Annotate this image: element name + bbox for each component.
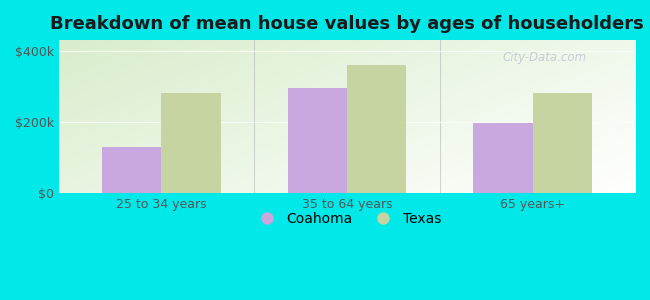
Bar [347,65,406,193]
Title: Breakdown of mean house values by ages of householders: Breakdown of mean house values by ages o… [50,15,644,33]
Bar [287,88,347,193]
Text: City-Data.com: City-Data.com [502,51,587,64]
Legend: Coahoma, Texas: Coahoma, Texas [248,206,447,232]
Bar [473,124,533,193]
Bar [533,93,592,193]
Bar [101,146,161,193]
Bar [161,93,220,193]
